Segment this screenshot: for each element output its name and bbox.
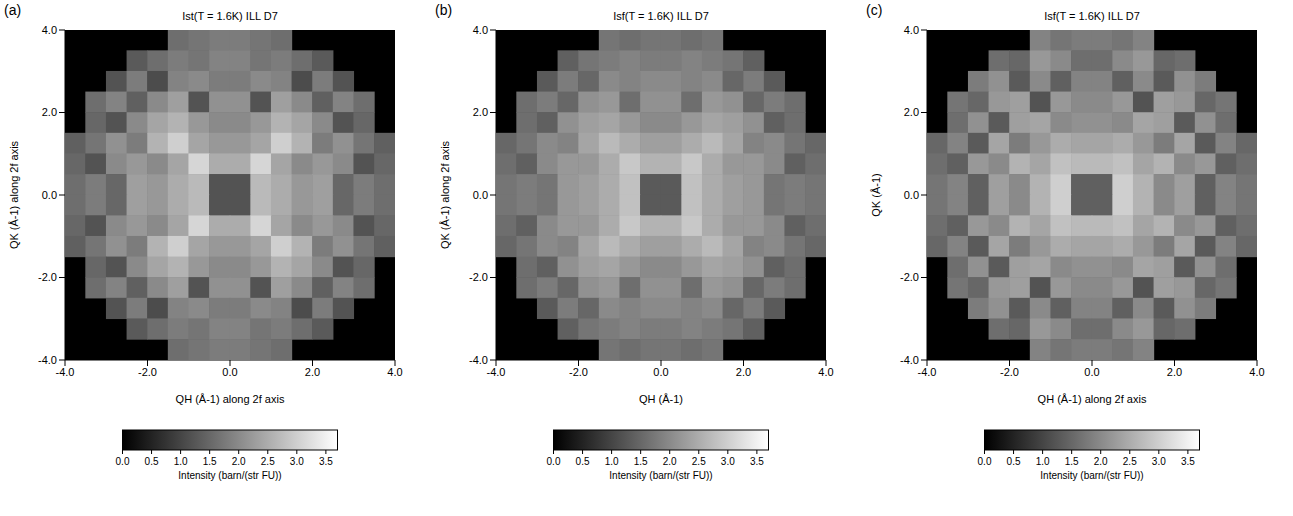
- html-text:(b): (b): [435, 2, 453, 18]
- svg-text:-2.0: -2.0: [569, 366, 588, 378]
- svg-text:0.5: 0.5: [145, 456, 159, 467]
- svg-text:1.5: 1.5: [634, 456, 648, 467]
- svg-text:0.0: 0.0: [1084, 366, 1099, 378]
- svg-text:-2.0: -2.0: [38, 271, 57, 283]
- svg-text:-4.0: -4.0: [900, 354, 919, 366]
- html-text:(a): (a): [4, 2, 22, 18]
- svg-text:0.0: 0.0: [978, 456, 992, 467]
- svg-text:3.0: 3.0: [1152, 456, 1166, 467]
- svg-text:2.0: 2.0: [1094, 456, 1108, 467]
- svg-text:2.0: 2.0: [663, 456, 677, 467]
- html-text:Ist(T = 1.6K) ILL D7: Ist(T = 1.6K) ILL D7: [182, 10, 278, 22]
- svg-text:0.5: 0.5: [576, 456, 590, 467]
- svg-text:2.0: 2.0: [305, 366, 320, 378]
- svg-text:1.0: 1.0: [605, 456, 619, 467]
- svg-text:0.5: 0.5: [1007, 456, 1021, 467]
- svg-text:2.0: 2.0: [736, 366, 751, 378]
- svg-text:0.0: 0.0: [116, 456, 130, 467]
- svg-text:1.5: 1.5: [203, 456, 217, 467]
- svg-text:1.0: 1.0: [1036, 456, 1050, 467]
- svg-text:QH (Å-1) along 2f axis: QH (Å-1) along 2f axis: [176, 393, 285, 405]
- svg-text:4.0: 4.0: [42, 24, 57, 36]
- svg-text:4.0: 4.0: [818, 366, 833, 378]
- svg-text:-4.0: -4.0: [56, 366, 75, 378]
- svg-text:2.0: 2.0: [473, 106, 488, 118]
- svg-text:3.5: 3.5: [1181, 456, 1195, 467]
- svg-text:-4.0: -4.0: [38, 354, 57, 366]
- svg-text:QK (Å-1) along 2f axis: QK (Å-1) along 2f axis: [8, 140, 20, 249]
- svg-text:4.0: 4.0: [387, 366, 402, 378]
- svg-text:QK (Å-1) along 2f axis: QK (Å-1) along 2f axis: [439, 140, 451, 249]
- svg-text:0.0: 0.0: [904, 189, 919, 201]
- svg-text:1.5: 1.5: [1065, 456, 1079, 467]
- svg-text:3.0: 3.0: [290, 456, 304, 467]
- svg-text:3.5: 3.5: [319, 456, 333, 467]
- svg-text:0.0: 0.0: [473, 189, 488, 201]
- svg-text:QK (Å-1): QK (Å-1): [870, 173, 882, 216]
- svg-text:4.0: 4.0: [473, 24, 488, 36]
- svg-text:2.5: 2.5: [692, 456, 706, 467]
- svg-text:-2.0: -2.0: [1000, 366, 1019, 378]
- svg-text:2.0: 2.0: [232, 456, 246, 467]
- svg-text:3.5: 3.5: [750, 456, 764, 467]
- svg-text:Intensity (barn/(str FU)): Intensity (barn/(str FU)): [178, 470, 281, 481]
- svg-text:-4.0: -4.0: [469, 354, 488, 366]
- svg-text:-2.0: -2.0: [469, 271, 488, 283]
- svg-text:-2.0: -2.0: [900, 271, 919, 283]
- svg-text:2.5: 2.5: [1123, 456, 1137, 467]
- svg-text:QH (Å-1): QH (Å-1): [639, 393, 683, 405]
- svg-text:4.0: 4.0: [1249, 366, 1264, 378]
- svg-text:-2.0: -2.0: [138, 366, 157, 378]
- svg-text:-4.0: -4.0: [487, 366, 506, 378]
- svg-text:QH (Å-1) along 2f axis: QH (Å-1) along 2f axis: [1038, 393, 1147, 405]
- html-text:Isf(T = 1.6K) ILL D7: Isf(T = 1.6K) ILL D7: [613, 10, 709, 22]
- svg-text:Intensity (barn/(str FU)): Intensity (barn/(str FU)): [1040, 470, 1143, 481]
- svg-text:3.0: 3.0: [721, 456, 735, 467]
- svg-text:0.0: 0.0: [547, 456, 561, 467]
- svg-text:2.0: 2.0: [1167, 366, 1182, 378]
- svg-text:2.0: 2.0: [904, 106, 919, 118]
- html-text:(c): (c): [866, 2, 883, 18]
- svg-text:2.5: 2.5: [261, 456, 275, 467]
- html-text:Isf(T = 1.6K) ILL D7: Isf(T = 1.6K) ILL D7: [1044, 10, 1140, 22]
- svg-text:2.0: 2.0: [42, 106, 57, 118]
- svg-text:-4.0: -4.0: [918, 366, 937, 378]
- svg-text:Intensity (barn/(str FU)): Intensity (barn/(str FU)): [609, 470, 712, 481]
- svg-text:0.0: 0.0: [42, 189, 57, 201]
- svg-text:1.0: 1.0: [174, 456, 188, 467]
- svg-text:0.0: 0.0: [653, 366, 668, 378]
- svg-text:4.0: 4.0: [904, 24, 919, 36]
- svg-text:0.0: 0.0: [222, 366, 237, 378]
